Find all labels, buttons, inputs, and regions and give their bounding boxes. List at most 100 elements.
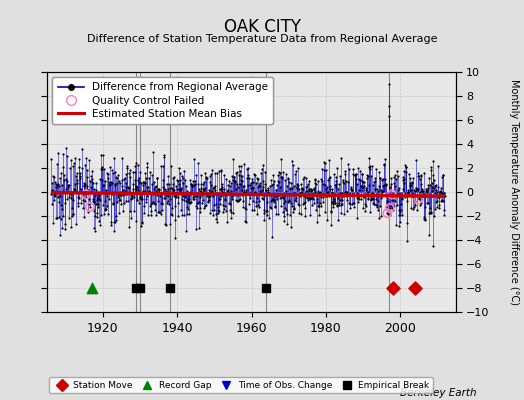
Point: [135, 175, 143, 181]
Point: [59, 164, 67, 170]
Point: [138, 218, 146, 225]
Point: [174, 212, 182, 219]
Point: [109, 200, 117, 206]
Point: [152, 175, 161, 182]
Point: [202, 175, 210, 182]
Point: [110, 155, 118, 162]
Point: [124, 198, 132, 204]
Point: [394, 187, 402, 193]
Point: [421, 217, 430, 224]
Point: [296, 190, 304, 196]
Point: [413, 186, 422, 192]
Point: [397, 201, 405, 208]
Point: [271, 193, 279, 199]
Point: [204, 192, 212, 198]
Point: [105, 195, 113, 202]
Point: [184, 192, 193, 198]
Point: [357, 177, 366, 184]
Point: [244, 190, 253, 196]
Point: [316, 194, 325, 200]
Point: [418, 194, 426, 200]
Point: [183, 211, 191, 217]
Point: [237, 176, 245, 183]
Point: [257, 170, 265, 176]
Point: [259, 217, 268, 224]
Point: [214, 196, 223, 203]
Point: [83, 208, 92, 215]
Point: [334, 200, 343, 206]
Point: [286, 186, 294, 192]
Point: [73, 203, 82, 210]
Point: [64, 194, 73, 200]
Point: [87, 173, 95, 180]
Point: [125, 185, 134, 191]
Point: [400, 162, 409, 168]
Point: [373, 202, 381, 209]
Point: [280, 218, 288, 224]
Point: [303, 195, 312, 201]
Point: [227, 173, 236, 180]
Point: [108, 167, 116, 173]
Point: [248, 176, 256, 182]
Point: [411, 198, 419, 204]
Point: [355, 186, 363, 193]
Point: [412, 184, 420, 191]
Point: [97, 212, 105, 218]
Point: [368, 195, 376, 202]
Point: [238, 173, 246, 179]
Point: [144, 190, 152, 196]
Point: [93, 214, 102, 221]
Point: [249, 198, 257, 204]
Point: [409, 206, 417, 212]
Point: [53, 180, 62, 187]
Point: [431, 182, 439, 189]
Point: [279, 168, 287, 175]
Point: [245, 200, 254, 207]
Point: [346, 205, 354, 212]
Point: [213, 190, 222, 196]
Point: [398, 196, 407, 202]
Point: [230, 177, 238, 184]
Point: [200, 187, 208, 194]
Point: [121, 175, 129, 181]
Point: [399, 177, 407, 183]
Point: [148, 200, 157, 206]
Point: [69, 211, 78, 217]
Point: [265, 192, 274, 198]
Point: [88, 168, 96, 175]
Point: [217, 192, 225, 199]
Point: [416, 176, 424, 182]
Point: [395, 212, 403, 218]
Point: [196, 180, 205, 187]
Point: [85, 157, 93, 163]
Point: [49, 173, 58, 180]
Point: [328, 189, 336, 196]
Point: [248, 207, 256, 213]
Point: [179, 180, 187, 186]
Point: [415, 172, 423, 179]
Point: [213, 170, 221, 176]
Point: [151, 188, 160, 194]
Point: [244, 172, 253, 178]
Point: [239, 183, 248, 190]
Point: [252, 203, 260, 209]
Point: [132, 285, 140, 291]
Point: [142, 174, 150, 181]
Point: [273, 193, 281, 200]
Point: [331, 200, 339, 206]
Point: [389, 197, 397, 204]
Point: [177, 185, 185, 191]
Point: [224, 182, 232, 188]
Point: [343, 197, 352, 203]
Point: [315, 188, 324, 195]
Point: [255, 183, 264, 189]
Point: [385, 113, 394, 120]
Point: [122, 198, 130, 204]
Point: [61, 226, 70, 232]
Point: [435, 202, 443, 208]
Point: [98, 164, 106, 170]
Point: [433, 198, 442, 204]
Point: [149, 149, 157, 155]
Point: [362, 202, 370, 209]
Y-axis label: Monthly Temperature Anomaly Difference (°C): Monthly Temperature Anomaly Difference (…: [509, 79, 519, 305]
